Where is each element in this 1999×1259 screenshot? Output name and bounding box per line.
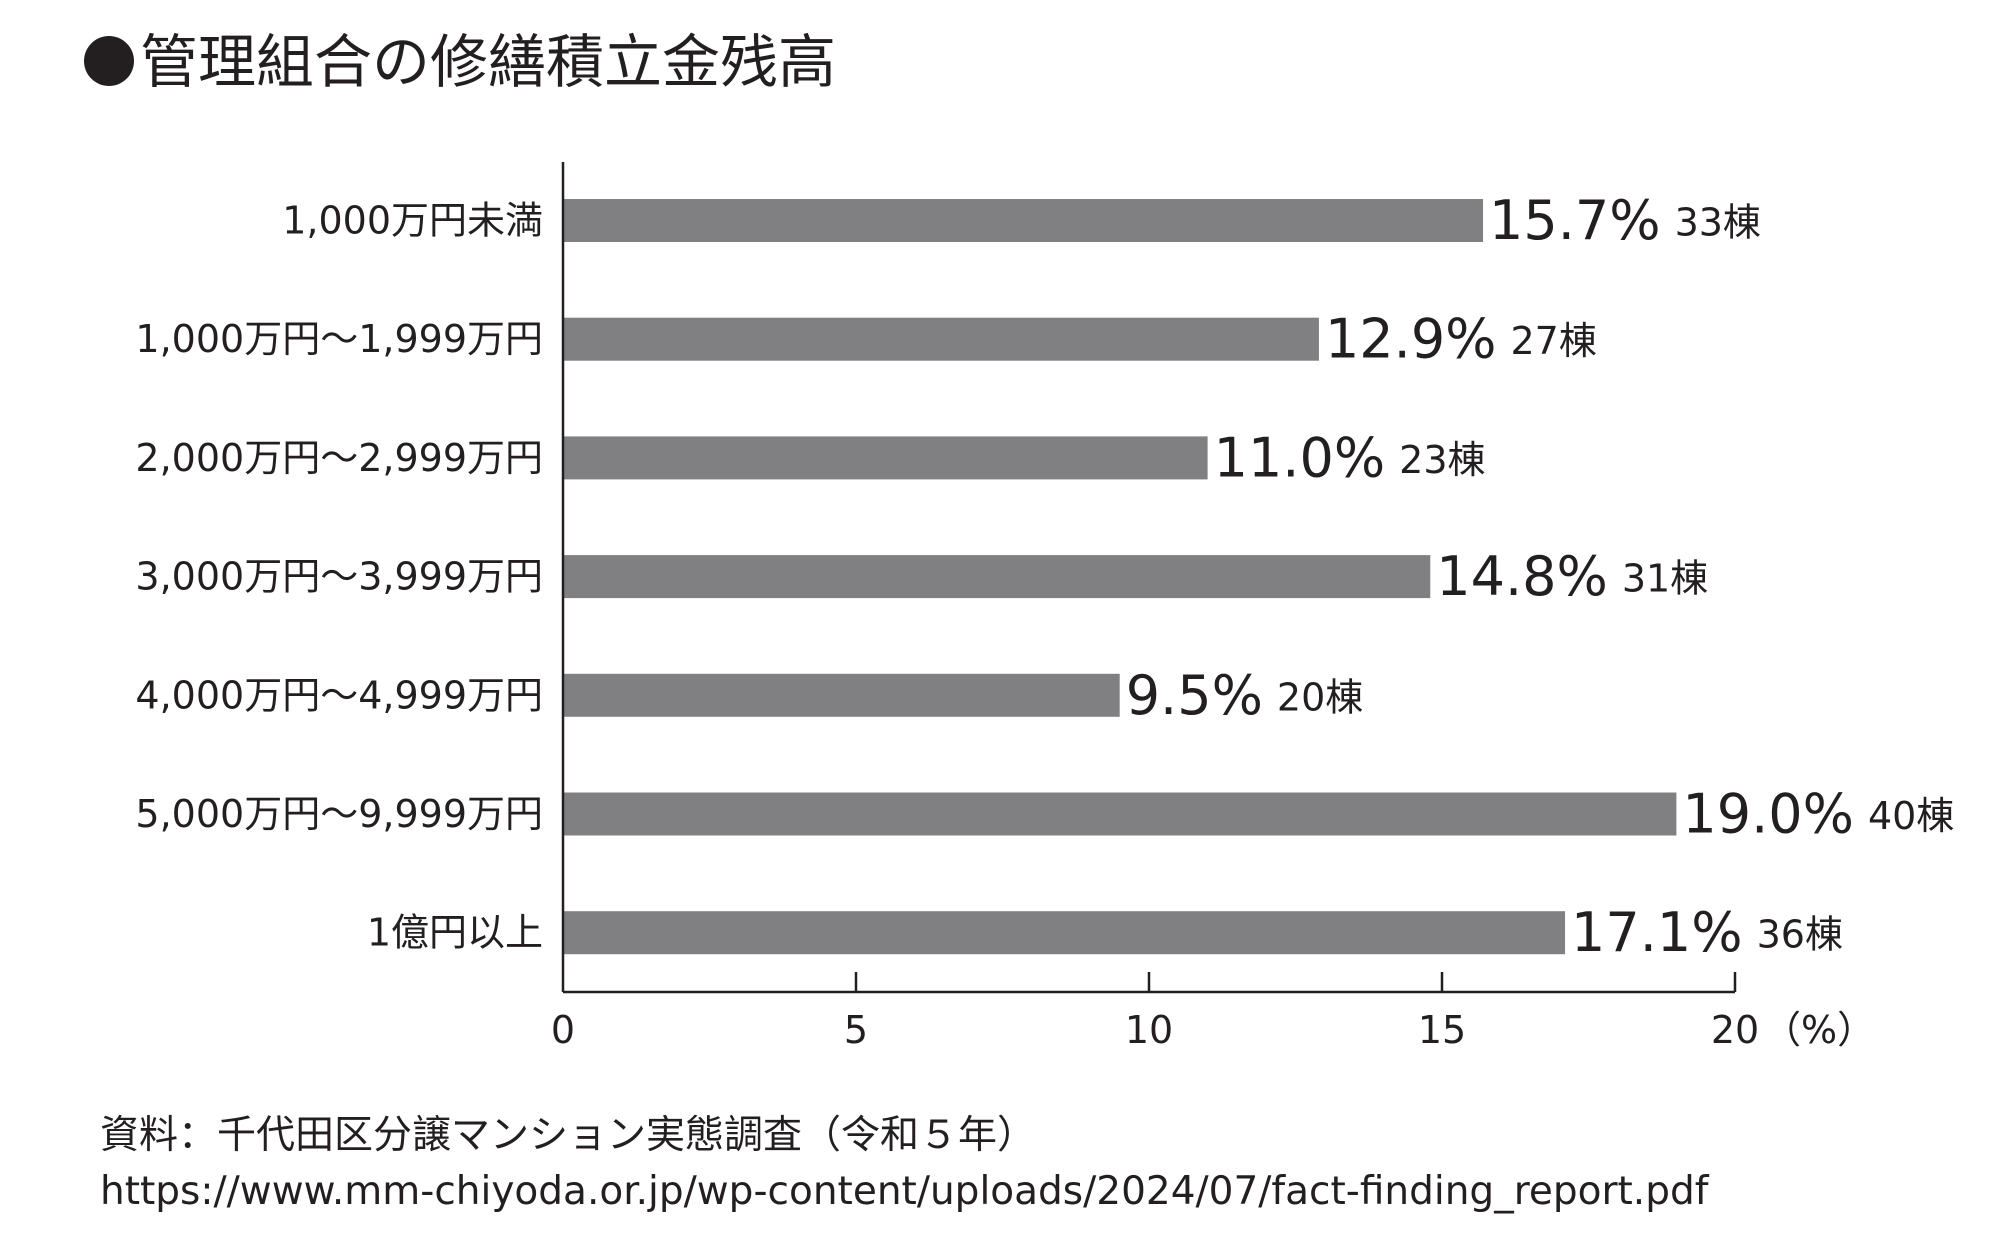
value-label: 12.9% [1325,308,1497,371]
source-note: 資料：千代田区分譲マンション実態調査（令和５年） https://www.mm-… [100,1108,1708,1220]
x-tick-label: 10 [1125,1008,1173,1052]
count-label: 36棟 [1757,913,1843,957]
bars-group: 1,000万円未満 15.7% 33棟 1,000万円〜1,999万円 12.9% 27棟… [135,189,1954,964]
value-label: 17.1% [1571,901,1743,964]
x-tick-label: 20 [1711,1008,1759,1052]
category-label: 5,000万円〜9,999万円 [135,792,543,836]
bar [563,436,1208,480]
source-url: https://www.mm-chiyoda.or.jp/wp-content/… [100,1169,1709,1214]
count-label: 33棟 [1675,201,1761,245]
category-label: 1,000万円未満 [282,199,543,243]
chart-title-text: 管理組合の修繕積立金残高 [140,28,837,96]
value-label: 11.0% [1214,426,1386,489]
category-label: 2,000万円〜2,999万円 [135,436,543,480]
category-label: 4,000万円〜4,999万円 [135,673,543,717]
bar [563,673,1120,717]
category-label: 1,000万円〜1,999万円 [135,317,543,361]
bar [563,792,1677,836]
value-label: 14.8% [1436,545,1608,608]
bar [563,317,1319,361]
category-label: 1億円以上 [367,911,543,955]
x-axis-unit: （%） [1763,1008,1875,1052]
bar [563,911,1566,955]
value-label: 15.7% [1489,189,1661,252]
x-tick-label: 5 [844,1008,868,1052]
chart-title: 管理組合の修繕積立金残高 [84,26,836,98]
value-label: 19.0% [1682,783,1854,846]
bar [563,555,1431,599]
x-tick-label: 0 [551,1008,575,1052]
count-label: 31棟 [1622,557,1708,601]
bullet-dot-icon [84,36,134,86]
count-label: 23棟 [1399,438,1485,482]
bar [563,199,1484,242]
category-label: 3,000万円〜3,999万円 [135,555,543,599]
count-label: 27棟 [1510,319,1596,363]
count-label: 20棟 [1277,675,1363,719]
x-tick-label: 15 [1418,1008,1466,1052]
value-label: 9.5% [1126,664,1263,727]
count-label: 40棟 [1868,794,1954,838]
axes-group: 0 5 10 15 20 （%） [551,162,1875,1052]
source-line-1: 資料：千代田区分譲マンション実態調査（令和５年） [100,1113,1037,1158]
